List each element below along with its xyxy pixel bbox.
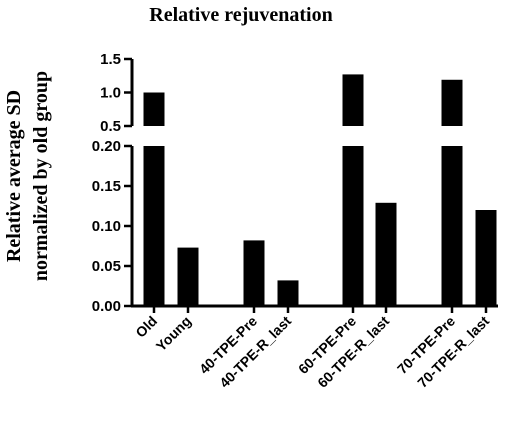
y-tick-label: 0.5 [100, 118, 121, 135]
y-axis-label-line2: normalized by old group [30, 71, 52, 281]
y-ticks: 0.00 0.05 0.10 0.15 0.20 0.5 1.0 1.5 [92, 51, 132, 315]
y-axis-label-line1: Relative average SD [3, 90, 25, 262]
bar [475, 210, 497, 306]
bar-upper-segment [441, 79, 463, 126]
bar [177, 247, 199, 306]
bar [375, 202, 397, 306]
x-category-label: Young [153, 313, 194, 354]
y-tick-label: 0.10 [92, 218, 121, 235]
chart-title: Relative rejuvenation [149, 4, 333, 26]
y-tick-label: 1.5 [100, 51, 121, 68]
x-category-label: Old [132, 313, 160, 341]
y-tick-label: 1.0 [100, 85, 121, 102]
y-tick-label: 0.00 [92, 298, 121, 315]
bar [277, 280, 299, 306]
bar-upper-segment [342, 74, 364, 126]
y-tick-label: 0.05 [92, 258, 121, 275]
bar-upper-segment [143, 92, 165, 126]
bar-lower-segment [143, 146, 165, 306]
bars [143, 74, 497, 306]
y-tick-label: 0.15 [92, 178, 121, 195]
y-tick-label: 0.20 [92, 138, 121, 155]
bar [243, 240, 265, 306]
bar-lower-segment [342, 146, 364, 306]
bar-lower-segment [441, 146, 463, 306]
